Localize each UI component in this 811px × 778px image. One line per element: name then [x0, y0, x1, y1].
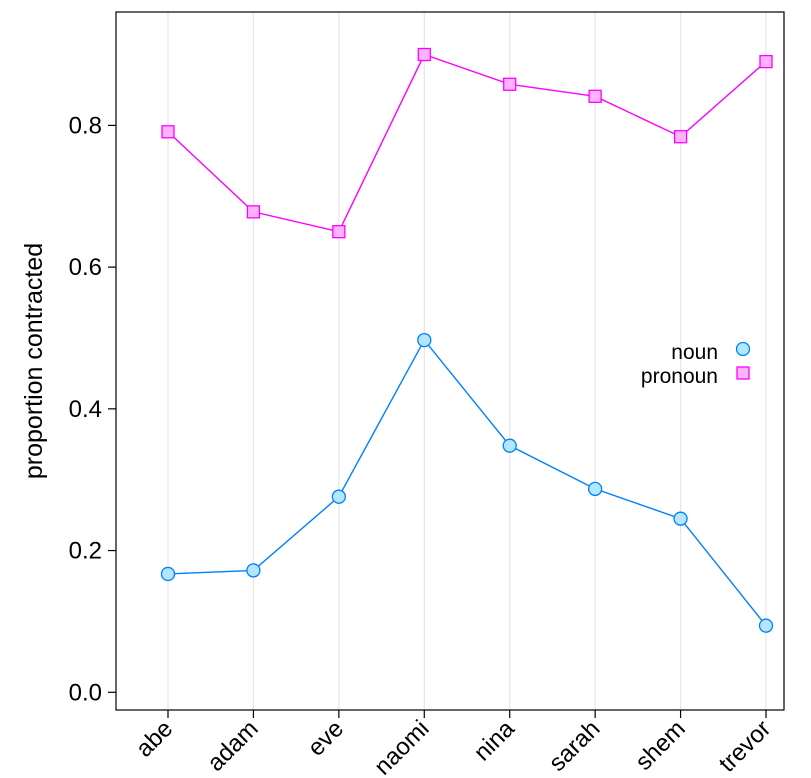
data-point: [759, 54, 773, 69]
x-tick-label: trevor: [714, 715, 776, 777]
x-tick-label: sarah: [544, 715, 606, 777]
x-tick-label: nina: [469, 715, 521, 767]
x-tick-label: shem: [630, 715, 691, 776]
y-tick-label: 0.8: [69, 112, 102, 139]
data-point: [673, 130, 688, 144]
series-noun: [160, 332, 774, 633]
x-axis: abe adam eve naomi nina sarah shem trevor: [131, 710, 776, 778]
data-point: [673, 511, 688, 526]
x-tick-label: eve: [303, 715, 349, 761]
y-tick-label: 0.2: [69, 538, 102, 565]
data-point: [587, 481, 603, 497]
data-point: [417, 47, 431, 62]
legend-label: pronoun: [641, 365, 718, 388]
data-point: [332, 225, 346, 239]
plot-frame: [115, 11, 785, 711]
series-layer: [160, 47, 774, 633]
data-point: [331, 489, 347, 504]
y-axis-title: proportion contracted: [20, 243, 48, 479]
series-pronoun: [161, 47, 773, 239]
data-point: [161, 125, 175, 139]
y-tick-label: 0.0: [69, 679, 102, 706]
data-point: [588, 89, 602, 103]
data-point: [758, 618, 774, 633]
y-tick-label: 0.4: [69, 396, 102, 423]
y-tick-label: 0.6: [69, 254, 102, 281]
data-point: [417, 332, 432, 348]
data-point: [160, 566, 176, 582]
legend-label: noun: [671, 341, 718, 364]
series-line: [167, 53, 767, 233]
data-point: [502, 438, 517, 453]
series-line: [167, 338, 767, 627]
x-tick-label: abe: [131, 715, 178, 762]
data-point: [246, 205, 261, 219]
legend-marker: [735, 341, 751, 357]
data-point: [246, 563, 261, 578]
x-tick-label: adam: [202, 715, 264, 777]
data-point: [503, 77, 517, 91]
legend-marker: [736, 366, 750, 380]
x-tick-label: naomi: [369, 715, 434, 778]
grid-layer: [167, 12, 767, 710]
y-axis: 0.0 0.2 0.4 0.6 0.8: [69, 112, 116, 706]
